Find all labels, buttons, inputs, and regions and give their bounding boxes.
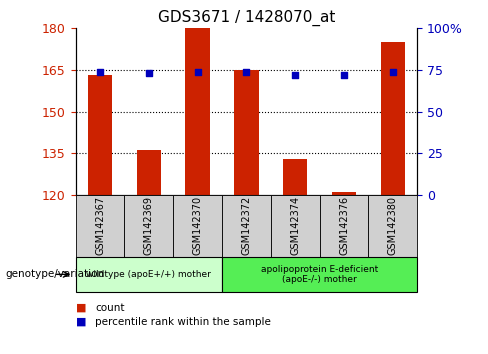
- Bar: [185, 28, 210, 195]
- Bar: [332, 192, 356, 195]
- Bar: [88, 75, 112, 195]
- Text: apolipoprotein E-deficient
(apoE-/-) mother: apolipoprotein E-deficient (apoE-/-) mot…: [261, 265, 378, 284]
- Point: [243, 69, 250, 74]
- Text: GSM142369: GSM142369: [144, 196, 154, 255]
- Bar: [381, 42, 405, 195]
- Text: count: count: [95, 303, 124, 313]
- Point: [145, 70, 153, 76]
- Text: ■: ■: [76, 303, 86, 313]
- Point: [291, 72, 299, 78]
- Bar: [283, 159, 307, 195]
- Point: [194, 69, 202, 74]
- Point: [96, 69, 104, 74]
- Title: GDS3671 / 1428070_at: GDS3671 / 1428070_at: [158, 9, 335, 25]
- Text: percentile rank within the sample: percentile rank within the sample: [95, 317, 271, 327]
- Text: GSM142370: GSM142370: [193, 196, 203, 255]
- Bar: [234, 70, 259, 195]
- Text: genotype/variation: genotype/variation: [5, 269, 104, 279]
- Text: GSM142372: GSM142372: [242, 196, 251, 255]
- Text: wildtype (apoE+/+) mother: wildtype (apoE+/+) mother: [86, 270, 211, 279]
- Text: ■: ■: [76, 317, 86, 327]
- Point: [389, 69, 397, 74]
- Text: GSM142380: GSM142380: [388, 196, 398, 255]
- Text: GSM142376: GSM142376: [339, 196, 349, 255]
- Bar: [137, 150, 161, 195]
- Point: [340, 72, 348, 78]
- Text: GSM142374: GSM142374: [290, 196, 300, 255]
- Text: GSM142367: GSM142367: [95, 196, 105, 255]
